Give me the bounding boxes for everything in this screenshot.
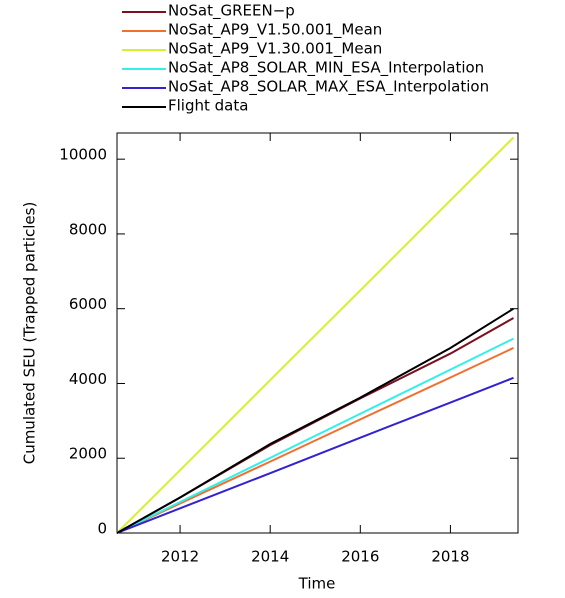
x-tick-label: 2016: [341, 548, 379, 566]
x-tick-label: 2012: [161, 548, 199, 566]
y-tick-label: 6000: [69, 295, 107, 313]
series-line: [116, 347, 514, 534]
legend-label: NoSat_AP9_V1.50.001_Mean: [168, 21, 382, 40]
y-tick-label: 10000: [59, 146, 107, 164]
plot-frame: [116, 132, 519, 534]
x-tick-label: 2018: [431, 548, 469, 566]
legend-label: Flight data: [168, 97, 248, 115]
x-tick-label: 2014: [251, 548, 289, 566]
series-line: [116, 317, 514, 534]
legend-label: NoSat_AP8_SOLAR_MAX_ESA_Interpolation: [168, 78, 489, 97]
y-tick-label: 8000: [69, 220, 107, 238]
y-tick-label: 2000: [69, 445, 107, 463]
legend-label: NoSat_AP9_V1.30.001_Mean: [168, 40, 382, 59]
legend-label: NoSat_AP8_SOLAR_MIN_ESA_Interpolation: [168, 59, 484, 78]
y-tick-label: 0: [97, 520, 107, 538]
x-axis-label: Time: [298, 575, 336, 593]
series-line: [116, 136, 515, 534]
legend-label: NoSat_GREEN−p: [168, 2, 295, 21]
y-tick-label: 4000: [69, 370, 107, 388]
y-axis-label: Cumulated SEU (Trapped particles): [21, 202, 39, 465]
series-line: [116, 337, 514, 534]
series-line: [116, 307, 515, 534]
series-line: [116, 376, 514, 534]
